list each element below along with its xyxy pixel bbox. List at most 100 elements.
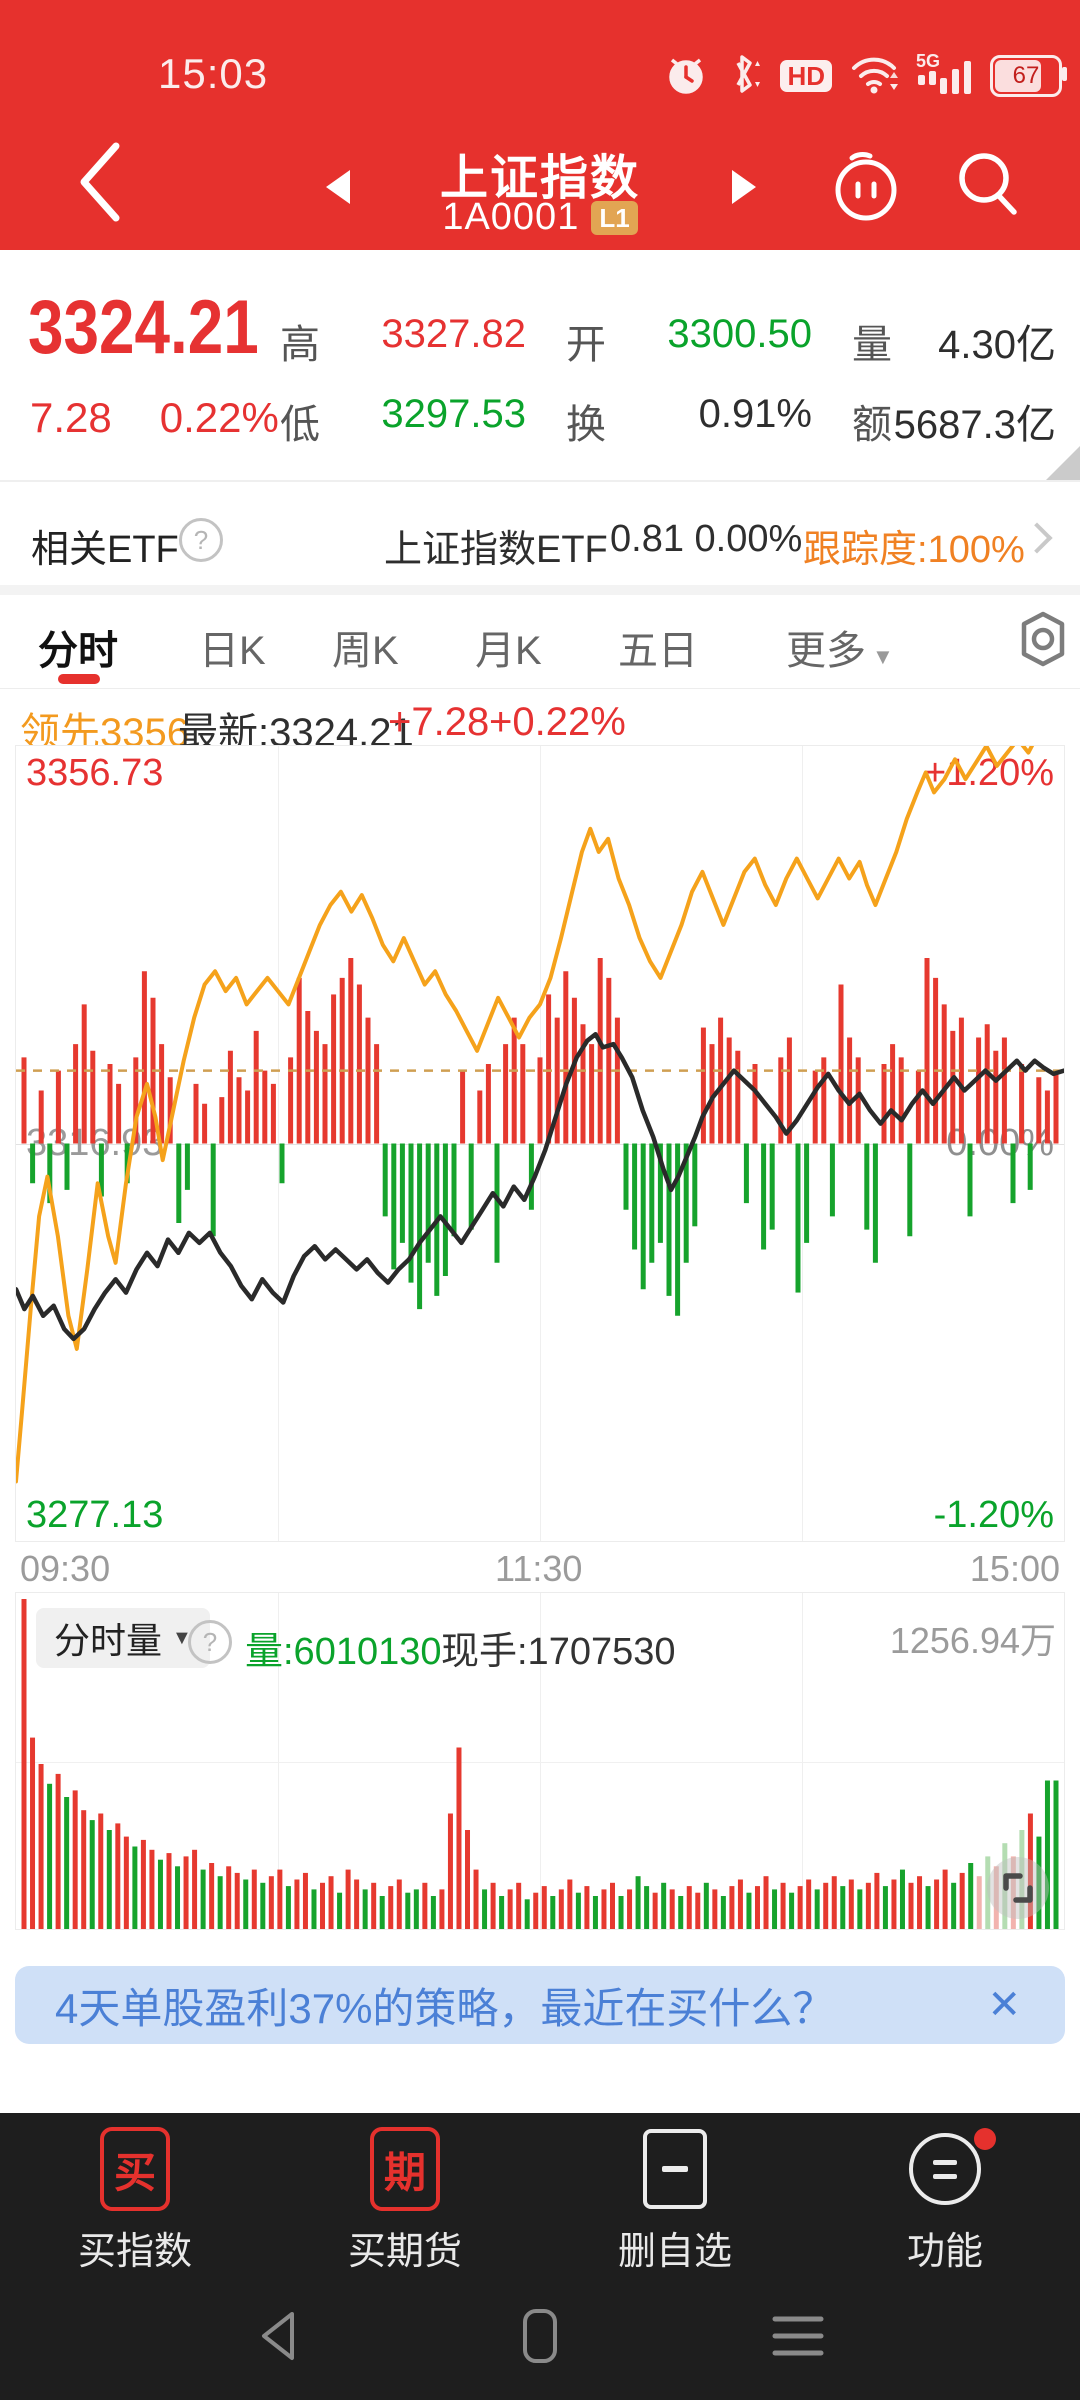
related-etf-label: 相关ETF [31,529,179,571]
stat-value-open: 3300.50 [667,312,812,356]
latest-change-label: +7.28 [388,700,490,744]
gridline [278,1593,279,1929]
gridline [802,1593,803,1929]
remove-watchlist-button[interactable]: 删自选 [540,2126,810,2275]
buy-icon: 买 [100,2127,170,2211]
stock-code-row: 1A0001 L1 [0,196,1080,239]
status-icons: HD 5G 67 [664,51,1067,102]
current-hand-value: 现手:1707530 [441,1631,676,1673]
current-price: 3324.21 [28,285,259,370]
volume-scale-max: 1256.94万 [889,1620,1056,1661]
functions-icon [909,2133,981,2205]
collapse-corner-icon[interactable] [1046,446,1080,480]
divider [0,585,1080,595]
stat-value-high: 3327.82 [381,312,526,356]
stat-label-open: 开 [566,323,606,367]
stat-label-high: 高 [280,323,320,367]
promo-banner[interactable]: 4天单股盈利37%的策略，最近在买什么？ ✕ [15,1966,1065,2044]
alarm-clock-icon [664,52,708,101]
page-title: 上证指数 [439,152,640,205]
axis-low-value: 3277.13 [26,1494,164,1536]
gridline [16,1762,1064,1763]
tick-1130: 11:30 [495,1548,583,1589]
stock-code: 1A0001 [442,196,580,238]
axis-mid-pct: 0.00% [946,1122,1054,1164]
buy-futures-label: 买期货 [347,2231,462,2273]
stat-value-volume: 4.30亿 [938,323,1056,367]
time-axis: 09:30 11:30 15:00 [15,1548,1065,1592]
battery-level: 67 [1012,62,1040,89]
functions-button[interactable]: 功能 [810,2126,1080,2275]
tab-daily-k[interactable]: 日K [199,629,266,673]
bottom-toolbar-background [0,2113,1080,2400]
nav-menu-button[interactable] [768,2308,828,2364]
etf-quote: 0.81 0.00% [610,518,803,560]
tab-monthly-k[interactable]: 月K [475,629,542,673]
functions-label: 功能 [906,2231,983,2273]
battery-fill [995,60,1042,92]
gridline [802,746,803,1541]
buy-index-label: 买指数 [77,2231,192,2273]
minus-square-icon [643,2129,707,2209]
tab-more[interactable]: 更多 ▼ [786,629,894,673]
battery-icon: 67 [990,55,1067,97]
gridline [278,746,279,1541]
next-stock-arrow[interactable] [732,170,756,204]
volume-bars-svg [21,1599,1059,1929]
search-button[interactable] [952,148,1024,225]
nav-home-button[interactable] [510,2308,570,2364]
price-change-pct: 0.22% [159,394,279,441]
back-button[interactable] [72,140,128,229]
red-header-background [0,0,1080,250]
bluetooth-icon [724,52,764,101]
divider [0,688,1080,689]
stat-value-amount: 5687.3亿 [893,403,1056,447]
assistant-robot-button[interactable] [826,146,904,229]
etf-tracking: 跟踪度:100% [803,529,1025,571]
stat-label-volume: 量 [852,323,892,367]
stat-label-turnover-rate: 换 [566,403,606,447]
wifi-icon [848,52,900,101]
buy-futures-button[interactable]: 期 买期货 [270,2126,540,2275]
zero-gridline [16,1144,1064,1145]
remove-watchlist-label: 删自选 [617,2231,732,2273]
price-change-row: 7.28 0.22% [30,394,279,442]
caret-down-icon: ▼ [872,644,894,669]
svg-text:5G: 5G [916,51,940,71]
caret-down-icon: ▼ [172,1626,192,1649]
buy-index-button[interactable]: 买 买指数 [0,2126,270,2275]
expand-chart-button[interactable] [987,1857,1049,1919]
banner-close-icon[interactable]: ✕ [987,1983,1021,2027]
hd-icon: HD [780,60,832,92]
price-lines-svg [16,746,1064,1484]
volume-indicator-selector[interactable]: 分时量 ▼ [36,1608,210,1668]
status-time: 15:03 [158,50,269,97]
active-tab-underline [58,674,100,684]
divider [0,480,1080,482]
promo-banner-text: 4天单股盈利37%的策略，最近在买什么？ [55,1984,835,2032]
tab-minute[interactable]: 分时 [38,629,118,673]
etf-name: 上证指数ETF [384,529,608,571]
axis-low-pct: -1.20% [933,1494,1054,1536]
futures-icon: 期 [370,2127,440,2211]
nav-back-button[interactable] [248,2308,308,2364]
latest-change-pct-label: +0.22% [489,700,626,744]
axis-high-value: 3356.73 [26,752,164,794]
chart-settings-icon[interactable] [1012,608,1074,675]
tick-0930: 09:30 [20,1548,111,1589]
volume-help-icon[interactable]: ? [188,1620,232,1664]
tab-weekly-k[interactable]: 周K [332,629,399,673]
tab-five-day[interactable]: 五日 [618,629,698,673]
signal-5g-icon: 5G [916,51,974,102]
gridline [540,1593,541,1929]
stat-value-low: 3297.53 [381,392,526,436]
minute-chart: 3356.73 +1.20% 3316.93 0.00% 3277.13 -1.… [15,745,1065,1542]
stat-value-turnover-rate: 0.91% [698,392,812,436]
notification-dot [974,2128,996,2150]
stat-label-low: 低 [280,403,320,447]
etf-help-icon[interactable]: ? [179,518,223,562]
level-badge: L1 [591,200,638,235]
stat-label-amount: 额 [852,403,892,447]
prev-stock-arrow[interactable] [326,170,350,204]
